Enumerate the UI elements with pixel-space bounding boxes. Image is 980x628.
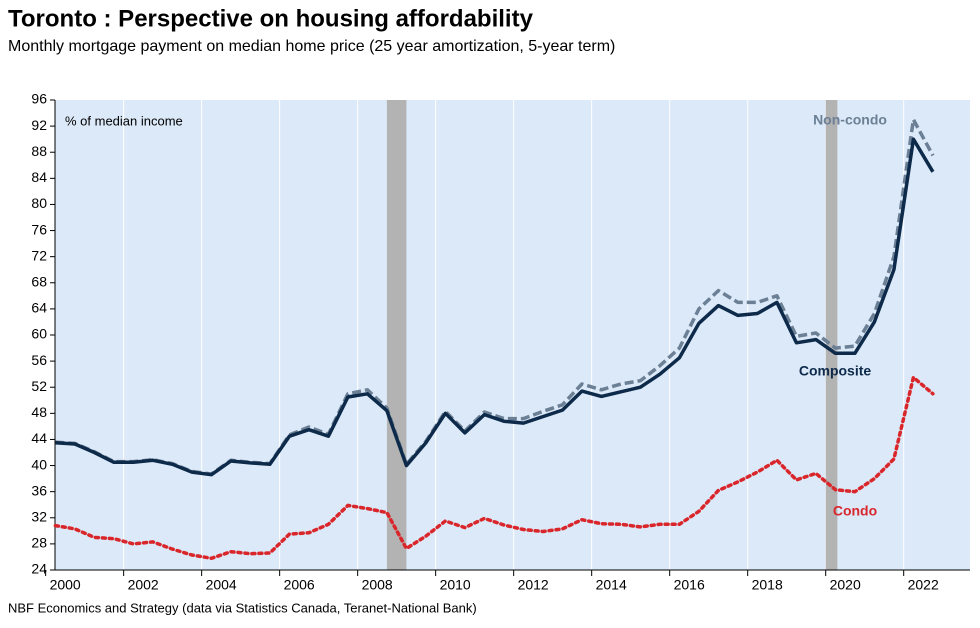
- recession-shade: [386, 100, 407, 570]
- chart-subtitle: Monthly mortgage payment on median home …: [8, 38, 615, 55]
- x-tick-label: 2002: [128, 577, 159, 593]
- x-tick-label: 2000: [50, 577, 81, 593]
- y-tick-label: 72: [31, 247, 47, 263]
- x-tick-label: 2006: [284, 577, 315, 593]
- y-tick-label: 56: [31, 352, 47, 368]
- y-tick-label: 48: [31, 404, 47, 420]
- y-tick-label: 28: [31, 535, 47, 551]
- y-tick-label: 64: [31, 300, 47, 316]
- y-tick-label: 76: [31, 221, 47, 237]
- series-label: Non-condo: [813, 112, 887, 128]
- series-line: [55, 117, 935, 476]
- x-tick-label: 2022: [908, 577, 939, 593]
- x-tick-label: 2010: [440, 577, 471, 593]
- x-tick-label: 2012: [518, 577, 549, 593]
- x-tick-label: 2018: [752, 577, 783, 593]
- chart-title: Toronto : Perspective on housing afforda…: [8, 5, 534, 32]
- y-tick-label: 32: [31, 508, 47, 524]
- recession-shade: [825, 100, 838, 570]
- y-tick-label: 84: [31, 169, 47, 185]
- series-line: [55, 137, 935, 477]
- x-tick-label: 2014: [596, 577, 627, 593]
- y-tick-label: 80: [31, 195, 47, 211]
- y-tick-label: 60: [31, 326, 47, 342]
- y-tick-label: 36: [31, 482, 47, 498]
- y-tick-label: 40: [31, 456, 47, 472]
- series-label: Condo: [833, 503, 877, 519]
- y-tick-label: 96: [31, 91, 47, 107]
- y-tick-label: 24: [31, 561, 47, 577]
- x-tick-label: 2004: [206, 577, 237, 593]
- source-note: NBF Economics and Strategy (data via Sta…: [8, 600, 477, 615]
- x-tick-label: 2008: [362, 577, 393, 593]
- x-tick-label: 2016: [674, 577, 705, 593]
- y-tick-label: 44: [31, 430, 47, 446]
- series-line: [53, 375, 935, 561]
- y-tick-label: 68: [31, 273, 47, 289]
- y-tick-label: 52: [31, 378, 47, 394]
- y-axis-label: % of median income: [65, 113, 183, 128]
- x-tick-label: 2020: [830, 577, 861, 593]
- y-tick-label: 88: [31, 143, 47, 159]
- series-label: Composite: [799, 363, 872, 379]
- y-tick-label: 92: [31, 117, 47, 133]
